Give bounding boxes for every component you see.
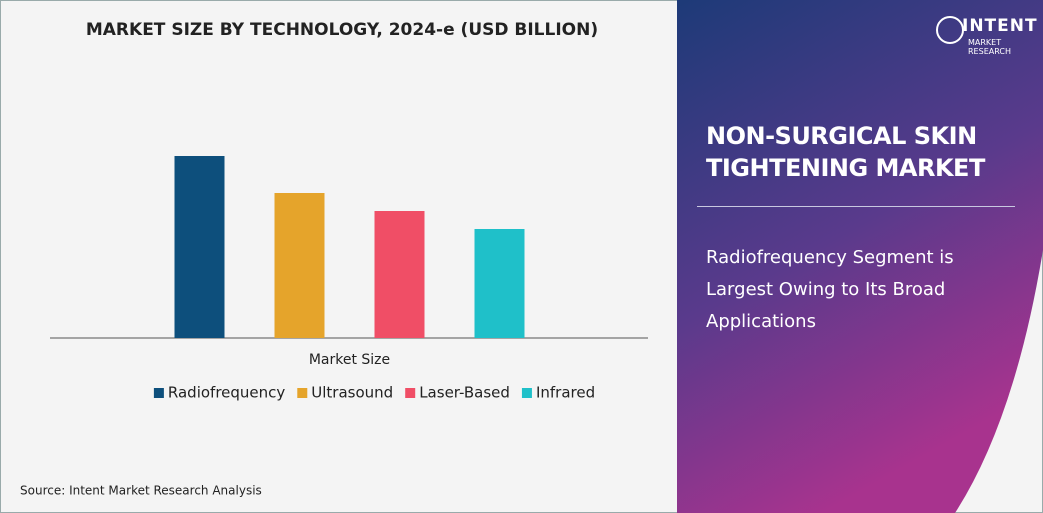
brand-sub: MARKET RESEARCH xyxy=(968,38,1011,56)
legend-label: Ultrasound xyxy=(311,384,393,402)
side-panel xyxy=(677,0,1043,513)
bar xyxy=(474,229,525,338)
panel-description: Radiofrequency Segment is Largest Owing … xyxy=(706,247,954,332)
panel-heading: NON-SURGICAL SKIN TIGHTENING MARKET xyxy=(706,122,985,182)
legend-label: Laser-Based xyxy=(419,384,510,402)
divider xyxy=(697,206,1015,207)
bar xyxy=(374,211,425,338)
logo-icon xyxy=(936,16,964,44)
chart-title: MARKET SIZE BY TECHNOLOGY, 2024-e (USD B… xyxy=(86,20,598,40)
legend-swatch xyxy=(405,388,416,398)
legend-swatch xyxy=(153,388,164,398)
x-axis-label: Market Size xyxy=(309,352,390,368)
bar xyxy=(174,156,225,338)
legend-swatch xyxy=(297,388,308,398)
legend-label: Infrared xyxy=(536,384,595,402)
legend-label: Radiofrequency xyxy=(168,384,286,402)
bar xyxy=(274,193,325,338)
legend-swatch xyxy=(521,388,532,398)
source: Source: Intent Market Research Analysis xyxy=(20,484,262,498)
brand: INTENT xyxy=(962,16,1038,36)
